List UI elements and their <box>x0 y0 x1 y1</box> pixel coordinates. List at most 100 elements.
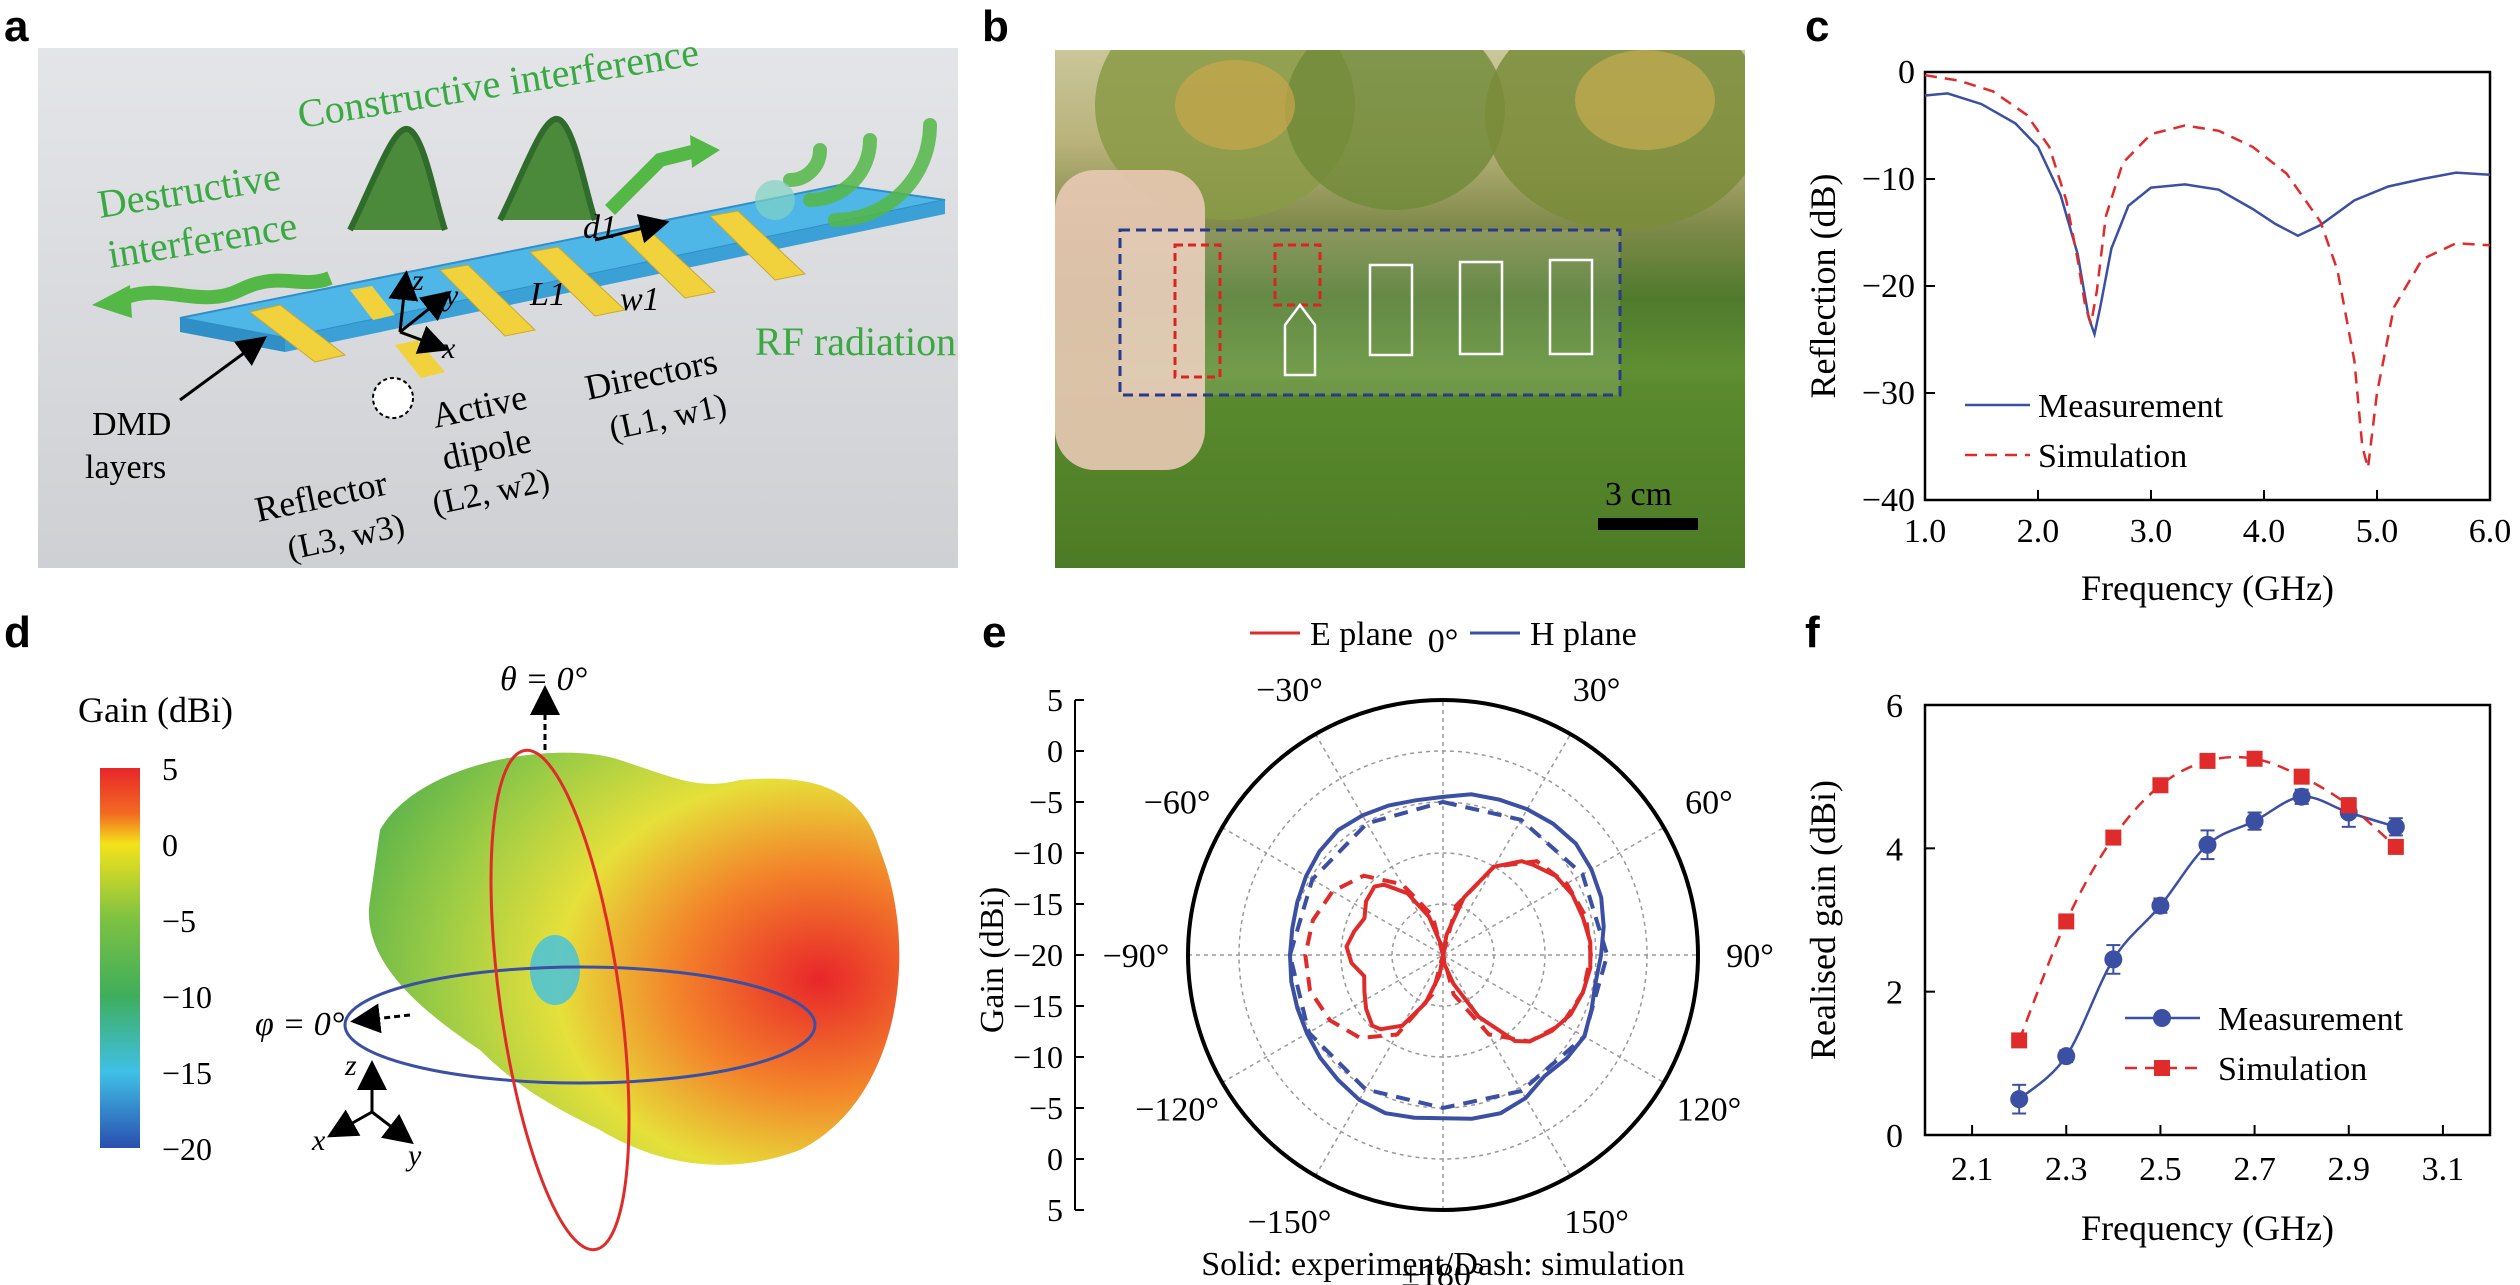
angle-label: 120° <box>1677 1092 1742 1129</box>
data-point-measurement <box>2104 950 2123 969</box>
data-point-measurement <box>2292 787 2311 806</box>
x-tick-label: 2.5 <box>2139 1151 2182 1188</box>
angle-label: −90° <box>1103 938 1170 975</box>
legend-e-plane: E plane <box>1310 616 1413 653</box>
panel-label-b: b <box>982 2 1009 51</box>
x-tick-label: 2.0 <box>2017 513 2060 550</box>
polar-outer-ring <box>1186 698 1700 1212</box>
axis-z-label-d: z <box>344 1049 357 1082</box>
x-tick-label: 4.0 <box>2243 513 2286 550</box>
radial-tick-label: −10 <box>1013 1039 1063 1075</box>
polar-series-h-plane-dashed <box>1287 799 1610 1111</box>
panel-label-c: c <box>1805 2 1830 51</box>
colorbar-tick-0: 5 <box>162 751 178 787</box>
y-tick-label: −30 <box>1862 375 1915 412</box>
colorbar-tick-1: 0 <box>162 827 178 863</box>
polar-series-e-plane-dashed <box>1303 859 1593 1044</box>
y-tick-label: 4 <box>1886 831 1903 868</box>
theta-orbit <box>489 748 631 1252</box>
radial-tick-label: −20 <box>1013 937 1063 973</box>
theta-label: θ = 0° <box>500 661 588 698</box>
axis-y-label-d: y <box>405 1139 422 1172</box>
legend-h-plane: H plane <box>1530 616 1637 653</box>
axis-y-label: y <box>442 279 459 312</box>
scale-bar <box>1598 518 1698 530</box>
polar-grid-circle <box>1340 852 1546 1058</box>
angle-label: −60° <box>1144 785 1211 822</box>
panel-label-f: f <box>1805 608 1820 657</box>
series-line-measurement <box>2018 795 2397 1101</box>
radial-tick-label: −5 <box>1029 1090 1063 1126</box>
data-point-measurement <box>2151 896 2170 915</box>
data-point-measurement <box>2198 835 2217 854</box>
axis-z-label: z <box>411 264 424 297</box>
radial-tick-label: 5 <box>1047 682 1063 718</box>
panel-d: Gain (dBi) 5 0 −5 −10 −15 −20 θ = 0° φ =… <box>78 661 900 1252</box>
data-point-measurement <box>2010 1090 2029 1109</box>
panel-label-d: d <box>4 608 31 657</box>
angle-label: −30° <box>1256 672 1323 709</box>
phi-label: φ = 0° <box>255 1006 345 1043</box>
radiation-pattern-3d <box>368 752 900 1165</box>
panel-label-e: e <box>982 608 1007 657</box>
y-tick-label: 0 <box>1886 1118 1903 1155</box>
series-line-simulation <box>1924 73 2491 469</box>
plot-frame <box>1923 703 2492 1137</box>
x-axis-label: Frequency (GHz) <box>2081 568 2334 608</box>
y-tick-label: −40 <box>1862 482 1915 519</box>
dmd-label-1: DMD <box>92 406 171 443</box>
y-axis-label: Realised gain (dBi) <box>1803 780 1843 1060</box>
colorbar-tick-5: −20 <box>162 1131 212 1167</box>
rf-radiation-label: RF radiation <box>755 319 956 364</box>
panel-a: Constructive interference Destructive in… <box>38 29 958 568</box>
panel-b-overlay: 3 cm <box>1118 228 1698 530</box>
x-tick-label: 1.0 <box>1904 513 1947 550</box>
x-tick-label: 6.0 <box>2469 513 2512 550</box>
legend-label-measurement: Measurement <box>2218 1001 2404 1038</box>
data-point-simulation <box>2387 838 2404 855</box>
x-tick-label: 5.0 <box>2356 513 2399 550</box>
y-tick-label: −10 <box>1862 161 1915 198</box>
data-point-measurement <box>2245 812 2264 831</box>
legend-marker <box>2153 1009 2171 1027</box>
data-point-simulation <box>2246 750 2263 767</box>
y-tick-label: 0 <box>1898 54 1915 91</box>
radial-tick-label: −15 <box>1013 988 1063 1024</box>
data-point-simulation <box>2293 768 2310 785</box>
angle-label: −150° <box>1248 1204 1332 1241</box>
panel-c-reflection-chart: 1.0 2.0 3.0 4.0 5.0 6.0 0 −10 −20 −30 −40 Frequency… <box>1803 54 2511 608</box>
x-tick-label: 3.1 <box>2422 1151 2465 1188</box>
data-point-measurement <box>2386 817 2405 836</box>
phi-orbit <box>343 965 817 1085</box>
dmd-label-2: layers <box>85 449 166 486</box>
legend-label-simulation: Simulation <box>2038 438 2187 475</box>
x-tick-label: 2.1 <box>1951 1151 1994 1188</box>
polar-grid-spoke <box>1314 733 1572 1177</box>
series-line-simulation <box>2018 755 2397 1041</box>
series-line-measurement <box>1924 92 2491 339</box>
data-point-simulation <box>2105 829 2122 846</box>
panel-f-gain-chart: 2.1 2.3 2.5 2.7 2.9 3.1 0 2 4 6 Frequency (GHz) Rea… <box>1803 688 2492 1248</box>
angle-label: 60° <box>1685 785 1733 822</box>
y-tick-label: −20 <box>1862 268 1915 305</box>
angle-label: 150° <box>1564 1204 1629 1241</box>
colorbar-tick-3: −10 <box>162 979 212 1015</box>
colorbar-title: Gain (dBi) <box>78 690 233 730</box>
colorbar-tick-4: −15 <box>162 1055 212 1091</box>
data-point-simulation <box>2011 1032 2028 1049</box>
legend-label-simulation: Simulation <box>2218 1051 2367 1088</box>
colorbar <box>100 768 140 1148</box>
axis-x-label: x <box>441 332 456 365</box>
panel-label-a: a <box>4 2 29 51</box>
legend-label-measurement: Measurement <box>2038 388 2224 425</box>
y-tick-label: 2 <box>1886 975 1903 1012</box>
data-point-simulation <box>2152 777 2169 794</box>
x-tick-label: 2.3 <box>2045 1151 2088 1188</box>
x-axis-label: Frequency (GHz) <box>2081 1208 2334 1248</box>
y-tick-label: 6 <box>1886 688 1903 725</box>
x-tick-label: 3.0 <box>2130 513 2173 550</box>
radial-tick-label: 0 <box>1047 1141 1063 1177</box>
x-tick-label: 2.9 <box>2328 1151 2371 1188</box>
L1-label: L1 <box>529 276 566 313</box>
